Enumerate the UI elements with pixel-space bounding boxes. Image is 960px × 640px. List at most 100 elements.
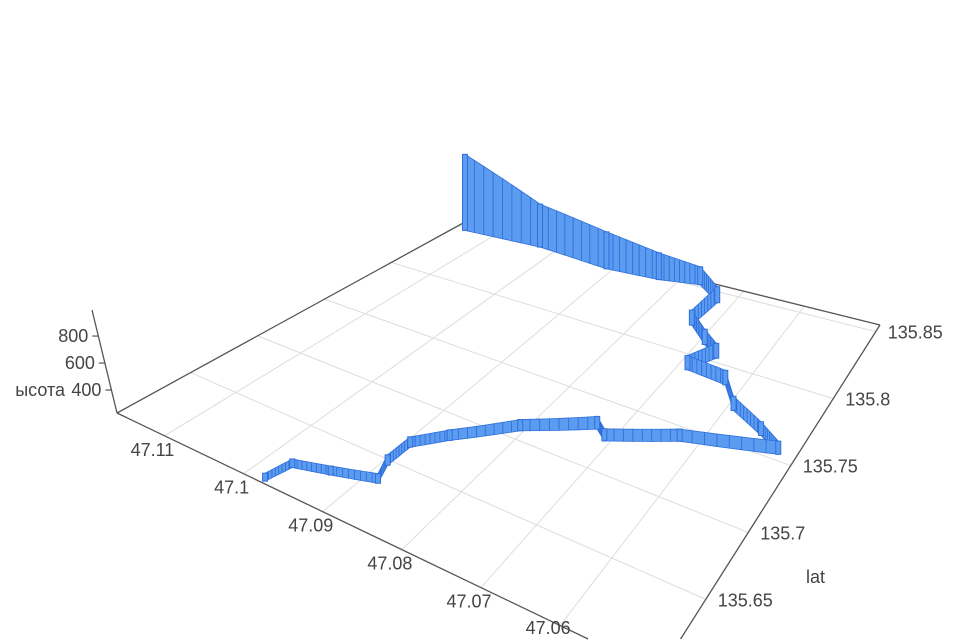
data-point-bar[interactable] bbox=[446, 429, 453, 441]
grid-line-lon bbox=[164, 230, 502, 437]
z-axis-label: ысота bbox=[15, 380, 66, 400]
path-segment bbox=[502, 177, 513, 242]
lon-tick-label: 47.11 bbox=[131, 440, 175, 460]
path-segment bbox=[645, 246, 653, 279]
lon-tick-label: 47.08 bbox=[367, 554, 412, 574]
data-point-bar[interactable] bbox=[384, 454, 391, 466]
data-point-bar[interactable] bbox=[594, 415, 601, 430]
path-segment bbox=[612, 233, 621, 273]
path-segment bbox=[548, 417, 560, 431]
path-segment bbox=[281, 461, 286, 474]
path-segment bbox=[622, 428, 634, 442]
path-segment bbox=[348, 468, 355, 480]
path-segment bbox=[278, 463, 283, 476]
path-segment bbox=[458, 427, 468, 440]
data-point-bar[interactable] bbox=[603, 231, 610, 270]
data-point-bar[interactable] bbox=[701, 328, 708, 346]
grid-line-lat bbox=[190, 372, 706, 600]
path-segment bbox=[736, 398, 741, 418]
path-segment bbox=[632, 428, 643, 442]
data-point-bar[interactable] bbox=[462, 153, 469, 231]
path-segment bbox=[700, 297, 705, 318]
path-segment bbox=[663, 253, 670, 282]
path-segment bbox=[424, 433, 431, 446]
data-point-bar[interactable] bbox=[714, 286, 721, 304]
path-segment bbox=[547, 206, 557, 253]
path-segment bbox=[701, 360, 707, 378]
data-point-bar[interactable] bbox=[327, 465, 334, 476]
path-segment bbox=[568, 417, 579, 431]
lat-tick-label: 135.65 bbox=[718, 590, 773, 610]
path-segment bbox=[704, 431, 718, 447]
path-segment bbox=[707, 291, 712, 313]
path-segment bbox=[320, 463, 327, 475]
data-point-bar[interactable] bbox=[407, 436, 414, 448]
path-segment bbox=[691, 430, 705, 446]
path-segment bbox=[274, 465, 280, 477]
lat-tick-label: 135.85 bbox=[888, 323, 943, 343]
lat-axis-label: lat bbox=[806, 567, 825, 587]
data-point-bar[interactable] bbox=[730, 395, 737, 411]
data-point-bar[interactable] bbox=[713, 342, 720, 359]
data-point-bar[interactable] bbox=[684, 355, 691, 371]
path-segment bbox=[365, 471, 373, 483]
path-segment bbox=[619, 236, 627, 274]
path-segment bbox=[641, 428, 653, 442]
path-segment bbox=[419, 433, 426, 447]
z-tick-label: 600 bbox=[65, 353, 95, 373]
grid-line-lon bbox=[322, 260, 623, 513]
data-point-bar[interactable] bbox=[537, 203, 544, 248]
data-point-bar[interactable] bbox=[688, 309, 695, 326]
data-point-bar[interactable] bbox=[375, 473, 382, 484]
path-segment bbox=[354, 469, 361, 481]
path-segment bbox=[746, 408, 752, 427]
data-point-bar[interactable] bbox=[722, 369, 729, 386]
lon-axis-line bbox=[116, 412, 589, 640]
data-point-bar[interactable] bbox=[262, 472, 269, 482]
path-segment bbox=[492, 171, 503, 240]
lat-tick-label: 135.7 bbox=[760, 523, 805, 543]
lat-tick-label: 135.8 bbox=[845, 390, 890, 410]
path-segment bbox=[475, 424, 486, 438]
path-segment bbox=[306, 461, 312, 472]
grid-line-lon bbox=[243, 245, 563, 475]
path-segment bbox=[467, 425, 477, 439]
path-segment bbox=[577, 416, 589, 431]
path-segment bbox=[750, 411, 755, 431]
path-segment bbox=[716, 433, 730, 449]
path-segment bbox=[679, 259, 686, 284]
data-point-bar[interactable] bbox=[289, 458, 296, 469]
data-point-bar[interactable] bbox=[676, 428, 683, 442]
path-segment bbox=[484, 423, 495, 437]
path-segment bbox=[511, 184, 522, 244]
path-segment bbox=[743, 404, 748, 424]
data-point-bar[interactable] bbox=[697, 266, 704, 286]
path-segment bbox=[753, 414, 758, 434]
data-point-bar[interactable] bbox=[601, 428, 608, 442]
data-point-bar[interactable] bbox=[775, 440, 782, 455]
path-segment bbox=[625, 239, 634, 275]
path-segment bbox=[301, 460, 308, 471]
path-segment bbox=[336, 466, 344, 478]
data-point-bar[interactable] bbox=[655, 252, 662, 281]
data-point-bar[interactable] bbox=[758, 421, 765, 437]
z-axis-line bbox=[91, 309, 118, 414]
grid-line-lon bbox=[401, 275, 684, 551]
path-segment bbox=[684, 260, 691, 284]
path-segment bbox=[439, 430, 446, 443]
data-marks bbox=[262, 153, 782, 484]
path-segment bbox=[285, 460, 290, 472]
path-segment bbox=[556, 210, 566, 256]
path-segment bbox=[520, 190, 532, 246]
path-segment bbox=[268, 469, 273, 481]
path-segment bbox=[404, 438, 408, 453]
lon-tick-label: 47.06 bbox=[526, 618, 571, 638]
path-segment bbox=[539, 418, 550, 432]
data-point-bar[interactable] bbox=[517, 419, 524, 432]
path-segment bbox=[493, 421, 504, 436]
path-segment bbox=[651, 428, 662, 442]
path-segment bbox=[429, 432, 436, 445]
path-segment bbox=[589, 224, 599, 267]
